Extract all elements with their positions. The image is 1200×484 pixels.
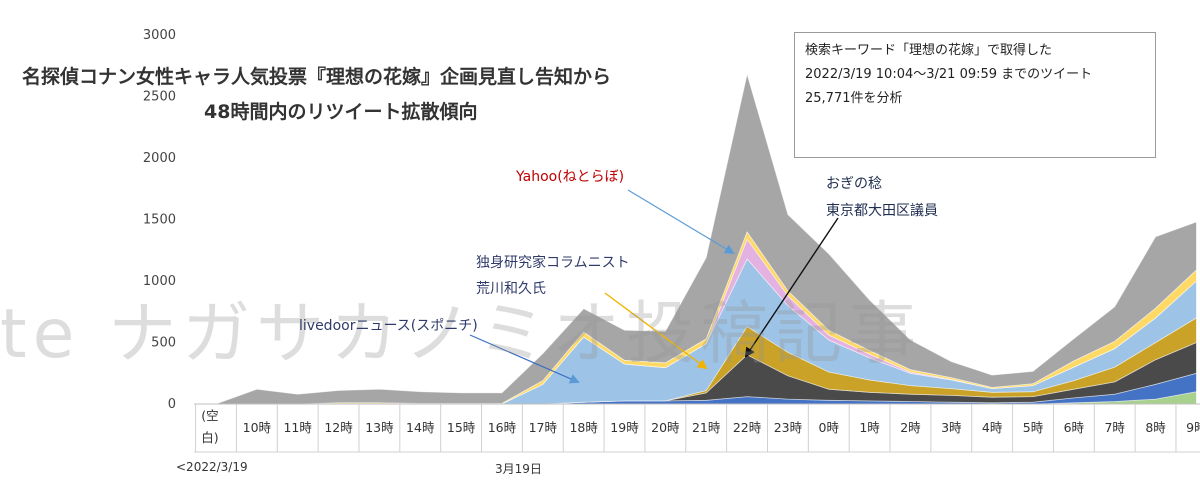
x-tick-label: 12時 <box>324 420 353 435</box>
x-tick-label: 10時 <box>243 420 272 435</box>
annotation-ogino-title: 東京都大田区議員 <box>826 203 938 219</box>
x-tick-label: 5時 <box>1023 420 1044 435</box>
x-tick-label: 13時 <box>365 420 394 435</box>
x-tick-label: 4時 <box>982 420 1003 435</box>
arrow-yahoo <box>627 189 735 255</box>
x-tick-label: 21時 <box>692 420 721 435</box>
x-tick-label: 0時 <box>819 420 840 435</box>
x-tick-label: 17時 <box>529 420 558 435</box>
y-tick-label: 1000 <box>143 274 176 289</box>
x-tick-label: 2時 <box>900 420 921 435</box>
arrow-ogino <box>744 217 839 358</box>
x-axis: (空白) 10時 11時 12時 13時 14時 15時 16時 17時 18時 19時 20時 21時… <box>194 403 1200 453</box>
x-tick-label: 23時 <box>774 420 803 435</box>
x-tick-label: 15時 <box>447 420 476 435</box>
info-line3: 25,771件を分析 <box>805 91 903 106</box>
x-tick-label: 16時 <box>488 420 517 435</box>
chart-title-line2: 48時間内のリツイート拡散傾向 <box>204 101 478 123</box>
y-tick-label: 2000 <box>143 151 176 166</box>
info-line2: 2022/3/19 10:04〜3/21 09:59 までのツイート <box>805 67 1093 82</box>
annotation-yahoo: Yahoo(ねとらぼ) <box>516 169 625 185</box>
x-tick-label: 7時 <box>1104 420 1125 435</box>
annotation-ogino-name: おぎの稔 <box>826 176 882 192</box>
chart-title-line1: 名探偵コナン女性キャラ人気投票『理想の花嫁』企画見直し告知から <box>22 66 612 88</box>
arrow-livedoor <box>469 334 580 384</box>
y-tick-label: 2500 <box>143 90 176 105</box>
y-tick-label: 0 <box>168 397 176 412</box>
y-tick-label: 1500 <box>143 213 176 228</box>
x-tick-label: 18時 <box>569 420 598 435</box>
watermark: te ナガサカノミオ投稿記事 <box>0 295 923 374</box>
x-tick-label: 8時 <box>1145 420 1166 435</box>
annotation-arakawa-name: 荒川和久氏 <box>476 281 546 297</box>
x-tick-label: (空 <box>201 408 218 423</box>
x-tick-label: 3時 <box>941 420 962 435</box>
info-line1: 検索キーワード「理想の花嫁」で取得した <box>805 43 1053 58</box>
annotation-arrows <box>469 189 839 384</box>
info-box: 検索キーワード「理想の花嫁」で取得した 2022/3/19 10:04〜3/21… <box>794 32 1156 158</box>
x-tick-label: 22時 <box>733 420 762 435</box>
date-label-start: <2022/3/19 <box>176 460 248 474</box>
date-label-day: 3月19日 <box>495 462 542 476</box>
x-tick-label: 11時 <box>283 420 312 435</box>
annotation-arakawa-title: 独身研究家コラムニスト <box>476 255 630 271</box>
area-series-7 <box>215 74 1197 405</box>
x-tick-label: 1時 <box>859 420 880 435</box>
x-tick-label: 20時 <box>651 420 680 435</box>
x-tick-label: 19時 <box>610 420 639 435</box>
x-tick-label: 9時 <box>1186 420 1200 435</box>
x-tick-label: 14時 <box>406 420 435 435</box>
annotation-livedoor: livedoorニュース(スポニチ) <box>299 318 478 334</box>
x-tick-label: 白) <box>201 430 218 445</box>
y-tick-label: 3000 <box>143 28 176 43</box>
arrow-arakawa <box>604 292 708 370</box>
y-tick-label: 500 <box>151 336 176 351</box>
x-tick-label: 6時 <box>1064 420 1085 435</box>
y-axis: 0 500 1000 1500 2000 2500 3000 <box>143 28 176 412</box>
